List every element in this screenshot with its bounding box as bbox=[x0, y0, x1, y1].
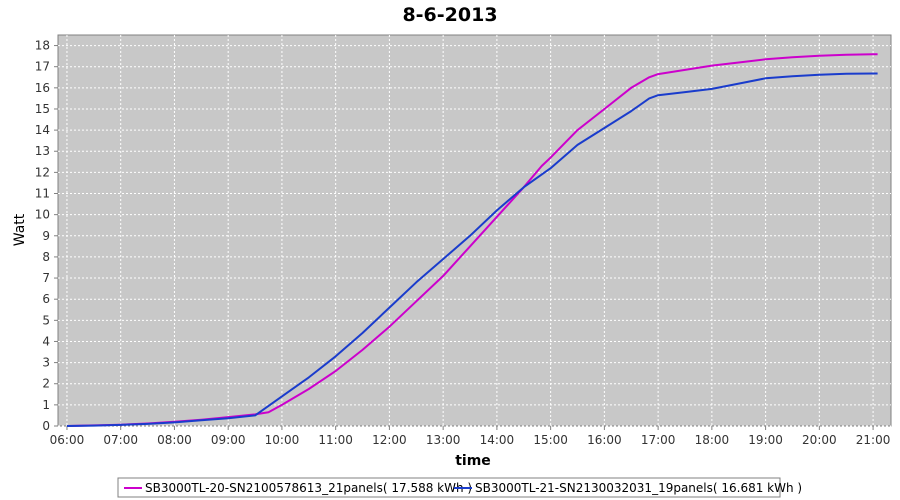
x-tick-label: 15:00 bbox=[533, 433, 568, 447]
y-tick-label: 7 bbox=[42, 271, 50, 285]
y-tick-label: 11 bbox=[35, 187, 50, 201]
grid-lines bbox=[58, 35, 891, 427]
y-tick-label: 12 bbox=[35, 165, 50, 179]
legend-label-2: SB3000TL-21-SN2130032031_19panels( 16.68… bbox=[475, 481, 802, 495]
legend-box bbox=[117, 477, 781, 498]
x-tick-label: 11:00 bbox=[318, 433, 353, 447]
x-tick-label: 06:00 bbox=[50, 433, 85, 447]
y-tick-label: 13 bbox=[35, 144, 50, 158]
x-tick-label: 19:00 bbox=[748, 433, 783, 447]
y-tick-label: 5 bbox=[42, 313, 50, 327]
x-tick-label: 18:00 bbox=[695, 433, 730, 447]
x-tick-label: 20:00 bbox=[802, 433, 837, 447]
legend: SB3000TL-20-SN2100578613_21panels( 17.58… bbox=[124, 481, 802, 495]
y-tick-label: 16 bbox=[35, 81, 50, 95]
y-tick-label: 17 bbox=[35, 60, 50, 74]
series-lines bbox=[66, 53, 878, 427]
x-tick-label: 07:00 bbox=[103, 433, 138, 447]
x-tick-label: 08:00 bbox=[157, 433, 192, 447]
x-tick-label: 10:00 bbox=[265, 433, 300, 447]
x-tick-label: 13:00 bbox=[426, 433, 461, 447]
x-tick-label: 17:00 bbox=[641, 433, 676, 447]
series-line-2 bbox=[66, 72, 878, 427]
y-tick-label: 15 bbox=[35, 102, 50, 116]
x-tick-label: 21:00 bbox=[856, 433, 891, 447]
x-tick-label: 12:00 bbox=[372, 433, 407, 447]
y-axis-label: Watt bbox=[12, 213, 28, 246]
y-tick-label: 4 bbox=[42, 334, 50, 348]
y-tick-label: 8 bbox=[42, 250, 50, 264]
chart-title: 8-6-2013 bbox=[402, 4, 497, 26]
legend-label-1: SB3000TL-20-SN2100578613_21panels( 17.58… bbox=[145, 481, 472, 495]
y-tick-label: 2 bbox=[42, 377, 50, 391]
x-tick-label: 09:00 bbox=[211, 433, 246, 447]
y-tick-label: 6 bbox=[42, 292, 50, 306]
x-tick-label: 16:00 bbox=[587, 433, 622, 447]
y-tick-label: 9 bbox=[42, 229, 50, 243]
x-tick-label: 14:00 bbox=[480, 433, 515, 447]
y-tick-label: 3 bbox=[42, 356, 50, 370]
y-tick-label: 0 bbox=[42, 419, 50, 433]
x-axis-label: time bbox=[455, 453, 491, 469]
y-tick-label: 18 bbox=[35, 39, 50, 53]
y-tick-label: 14 bbox=[35, 123, 50, 137]
y-tick-label: 1 bbox=[42, 398, 50, 412]
y-tick-label: 10 bbox=[35, 208, 50, 222]
